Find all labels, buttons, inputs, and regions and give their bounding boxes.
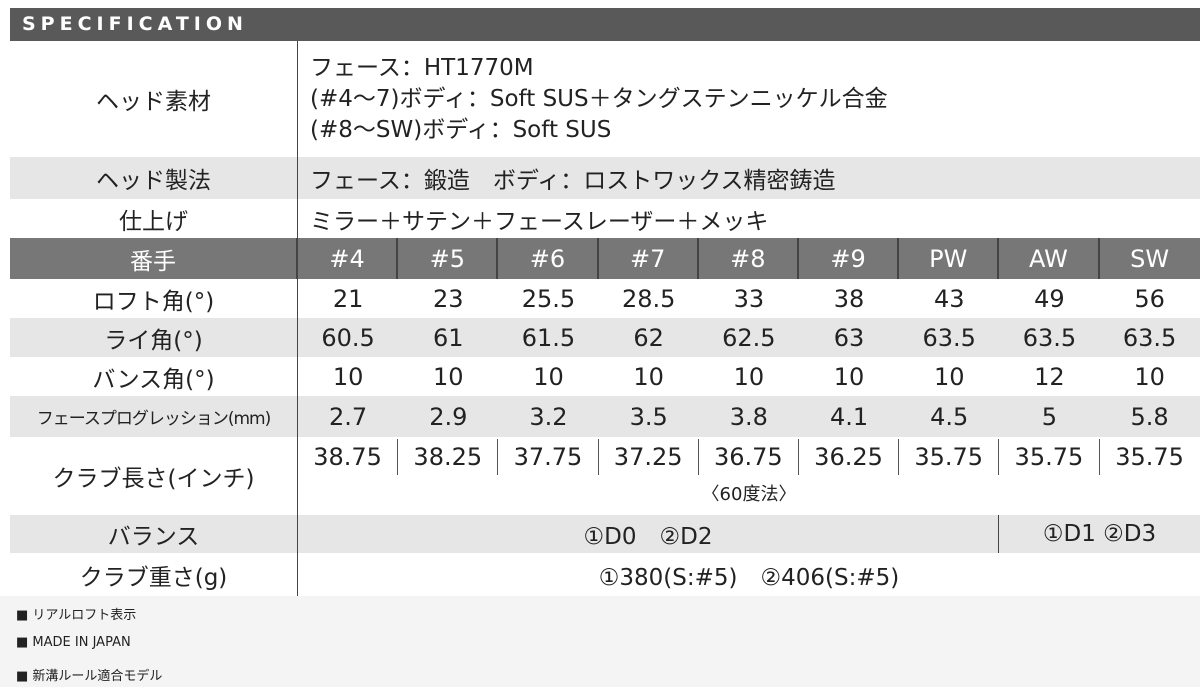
progression-cell: 2.9 bbox=[429, 402, 468, 431]
number-cell: #4 bbox=[298, 238, 399, 279]
row-head-method: ヘッド製法 フェース：鍛造 ボディ：ロストワックス精密鋳造 bbox=[10, 157, 1200, 199]
progression-cell: 5.8 bbox=[1130, 402, 1169, 431]
row-number-header: 番手 #4 #5 #6 #7 #8 #9 PW AW SW bbox=[10, 238, 1200, 279]
lie-cell: 60.5 bbox=[321, 323, 375, 352]
material-line: (#8〜SW)ボディ：Soft SUS bbox=[310, 116, 612, 143]
bounce-cell: 10 bbox=[1134, 362, 1165, 391]
length-cell: 38.25 bbox=[398, 439, 499, 475]
note-item: ■ MADE IN JAPAN bbox=[16, 635, 131, 650]
bounce-cell: 10 bbox=[833, 362, 865, 391]
row-value: フェース：鍛造 ボディ：ロストワックス精密鋳造 bbox=[310, 168, 836, 194]
loft-cell: 43 bbox=[933, 284, 965, 313]
row-head-material: ヘッド素材 フェース：HT1770M (#4〜7)ボディ：Soft SUS＋タン… bbox=[10, 41, 1200, 157]
length-cell: 36.25 bbox=[799, 439, 900, 475]
bounce-cell: 10 bbox=[633, 362, 664, 391]
note-item: ■ リアルロフト表示 bbox=[16, 608, 137, 623]
progression-cell: 3.2 bbox=[529, 402, 568, 431]
balance-left: ①D0 ②D2 bbox=[298, 515, 999, 553]
row-label: ヘッド素材 bbox=[10, 41, 298, 157]
loft-cell: 23 bbox=[433, 284, 464, 313]
row-label: 仕上げ bbox=[10, 199, 298, 238]
loft-cell: 28.5 bbox=[621, 284, 676, 313]
row-progression: フェースプログレッション(mm) 2.7 2.9 3.2 3.5 3.8 4.1 4.5 5 5.… bbox=[10, 396, 1200, 437]
lie-cell: 63 bbox=[833, 323, 865, 352]
lie-cell: 62 bbox=[633, 323, 664, 352]
number-cell: PW bbox=[899, 238, 1000, 279]
row-bounce: バンス角(°) 10 10 10 10 10 10 10 12 10 bbox=[10, 357, 1200, 396]
material-line: フェース：HT1770M bbox=[310, 54, 534, 81]
row-label: フェースプログレッション(mm) bbox=[10, 396, 298, 437]
bounce-cell: 10 bbox=[433, 362, 464, 391]
progression-cell: 3.5 bbox=[629, 402, 668, 431]
length-cell: 38.75 bbox=[298, 439, 399, 475]
note-item: ■ 新溝ルール適合モデル bbox=[16, 669, 163, 684]
notes: ■ リアルロフト表示 ■ MADE IN JAPAN ■ 新溝ルール適合モデル bbox=[0, 596, 1200, 687]
loft-cell: 38 bbox=[833, 284, 865, 313]
progression-cell: 2.7 bbox=[329, 402, 368, 431]
row-label: ヘッド製法 bbox=[10, 157, 298, 199]
number-cell: SW bbox=[1130, 244, 1170, 273]
row-label: クラブ重さ(g) bbox=[10, 553, 298, 596]
number-cell: AW bbox=[999, 238, 1100, 279]
number-cell: #5 bbox=[398, 238, 499, 279]
progression-cell: 4.1 bbox=[829, 402, 869, 431]
bounce-cell: 10 bbox=[733, 362, 765, 391]
loft-cell: 49 bbox=[1034, 284, 1065, 313]
row-length: クラブ長さ(インチ) 38.75 38.25 37.75 37.25 36.75 36.25… bbox=[10, 437, 1200, 515]
number-cell: #9 bbox=[799, 238, 900, 279]
progression-cell: 5 bbox=[1041, 402, 1058, 431]
lie-cell: 63.5 bbox=[922, 323, 976, 352]
length-cell: 37.75 bbox=[498, 439, 599, 475]
lie-cell: 61 bbox=[433, 323, 464, 352]
row-label: 番手 bbox=[10, 238, 298, 279]
row-balance: バランス ①D0 ②D2 ①D1 ②D3 bbox=[10, 515, 1200, 553]
row-label: ロフト角(°) bbox=[10, 279, 298, 318]
section-title: SPECIFICATION bbox=[10, 8, 1200, 41]
loft-cell: 56 bbox=[1134, 284, 1165, 313]
length-note: 〈60度法〉 bbox=[701, 484, 797, 505]
loft-cell: 25.5 bbox=[521, 284, 576, 313]
balance-right: ①D1 ②D3 bbox=[1042, 521, 1157, 547]
loft-cell: 21 bbox=[332, 284, 364, 313]
row-lie: ライ角(°) 60.5 61 61.5 62 62.5 63 63.5 63.5 63.5 bbox=[10, 318, 1200, 357]
row-label: ライ角(°) bbox=[10, 318, 298, 357]
number-cell: #8 bbox=[699, 238, 799, 279]
bounce-cell: 10 bbox=[332, 362, 364, 391]
number-cell: #7 bbox=[599, 238, 699, 279]
length-cell: 35.75 bbox=[1115, 443, 1184, 471]
bounce-cell: 10 bbox=[933, 362, 965, 391]
lie-cell: 63.5 bbox=[1122, 323, 1177, 352]
lie-cell: 62.5 bbox=[722, 323, 776, 352]
row-label: バランス bbox=[10, 515, 298, 553]
loft-cell: 33 bbox=[733, 284, 765, 313]
length-cell: 35.75 bbox=[899, 439, 1000, 475]
row-label: バンス角(°) bbox=[10, 357, 298, 396]
progression-cell: 4.5 bbox=[930, 402, 969, 431]
bounce-cell: 12 bbox=[1034, 362, 1065, 391]
lie-cell: 63.5 bbox=[1022, 323, 1077, 352]
bounce-cell: 10 bbox=[533, 362, 564, 391]
number-cell: #6 bbox=[498, 238, 599, 279]
lie-cell: 61.5 bbox=[521, 323, 576, 352]
row-loft: ロフト角(°) 21 23 25.5 28.5 33 38 43 49 56 bbox=[10, 279, 1200, 318]
row-weight: クラブ重さ(g) ①380(S:#5) ②406(S:#5) bbox=[10, 553, 1200, 596]
row-value: ①380(S:#5) ②406(S:#5) bbox=[598, 564, 900, 591]
row-finish: 仕上げ ミラー＋サテン＋フェースレーザー＋メッキ bbox=[10, 199, 1200, 238]
row-label: クラブ長さ(インチ) bbox=[10, 437, 298, 515]
material-line: (#4〜7)ボディ：Soft SUS＋タングステンニッケル合金 bbox=[310, 85, 888, 112]
length-cell: 37.25 bbox=[599, 439, 699, 475]
length-cell: 36.75 bbox=[699, 439, 799, 475]
row-value: ミラー＋サテン＋フェースレーザー＋メッキ bbox=[310, 208, 769, 235]
length-cell: 35.75 bbox=[999, 439, 1100, 475]
progression-cell: 3.8 bbox=[729, 402, 768, 431]
